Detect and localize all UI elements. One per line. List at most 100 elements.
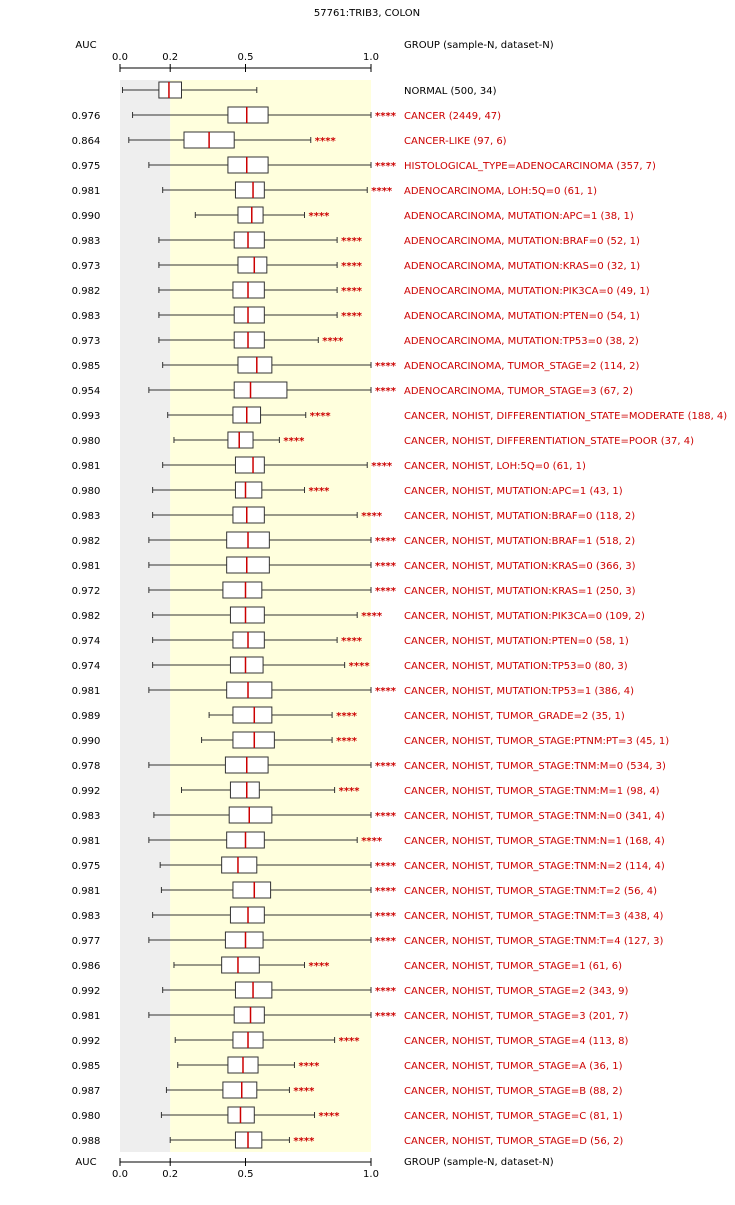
table-row: 0.864 **** CANCER-LIKE (97, 6) [72, 131, 507, 149]
table-row: 0.983 **** ADENOCARCINOMA, MUTATION:BRAF=0… [72, 231, 640, 249]
iqr-box [228, 806, 273, 824]
group-label: CANCER, NOHIST, TUMOR_STAGE=1 (61, 6) [404, 961, 622, 972]
top-axis: 0.0 0.2 0.5 1.0 [112, 52, 379, 72]
significance-stars: **** [341, 636, 363, 647]
auc-value: 0.981 [72, 886, 101, 897]
iqr-box [227, 106, 269, 124]
significance-stars: **** [375, 686, 397, 697]
auc-value: 0.980 [72, 1111, 101, 1122]
significance-stars: **** [322, 336, 344, 347]
auc-value: 0.864 [72, 136, 101, 147]
significance-stars: **** [375, 386, 397, 397]
group-label: ADENOCARCINOMA, MUTATION:BRAF=0 (52, 1) [404, 236, 640, 247]
significance-stars: **** [361, 511, 383, 522]
tick-label: 0.2 [162, 52, 178, 63]
group-label: CANCER, NOHIST, TUMOR_STAGE=C (81, 1) [404, 1111, 623, 1122]
group-label: CANCER, NOHIST, TUMOR_STAGE=D (56, 2) [404, 1136, 623, 1147]
iqr-box [227, 431, 254, 449]
auc-value: 0.992 [72, 1036, 101, 1047]
auc-value: 0.976 [72, 111, 101, 122]
auc-value: 0.972 [72, 586, 101, 597]
background-bands [120, 80, 371, 1152]
group-label: CANCER, NOHIST, MUTATION:TP53=1 (386, 4) [404, 686, 634, 697]
auc-value: 0.992 [72, 986, 101, 997]
group-label: CANCER, NOHIST, TUMOR_STAGE:TNM:T=4 (127… [404, 936, 664, 947]
table-row: 0.983 **** ADENOCARCINOMA, MUTATION:PTEN=0… [72, 306, 640, 324]
iqr-box [232, 881, 272, 899]
table-row: 0.974 **** CANCER, NOHIST, MUTATION:TP53=0… [72, 656, 628, 674]
iqr-box [229, 656, 264, 674]
table-row: 0.993 **** CANCER, NOHIST, DIFFERENTIATION… [72, 406, 727, 424]
significance-stars: **** [341, 286, 363, 297]
table-row: 0.982 **** CANCER, NOHIST, MUTATION:BRAF=1… [72, 531, 635, 549]
auc-value: 0.981 [72, 561, 101, 572]
auc-value: 0.982 [72, 536, 101, 547]
table-row: 0.992 **** CANCER, NOHIST, TUMOR_STAGE=2 (… [72, 981, 628, 999]
significance-stars: **** [293, 1086, 315, 1097]
auc-value: 0.993 [72, 411, 101, 422]
auc-value: 0.992 [72, 786, 101, 797]
group-label: CANCER, NOHIST, MUTATION:BRAF=0 (118, 2) [404, 511, 635, 522]
group-label: ADENOCARCINOMA, MUTATION:PTEN=0 (54, 1) [404, 311, 640, 322]
significance-stars: **** [315, 136, 337, 147]
iqr-box [222, 581, 263, 599]
significance-stars: **** [341, 236, 363, 247]
auc-value: 0.983 [72, 236, 101, 247]
significance-stars: **** [308, 486, 330, 497]
table-row: 0.992 **** CANCER, NOHIST, TUMOR_STAGE:TNM… [72, 781, 660, 799]
significance-stars: **** [375, 161, 397, 172]
table-row: 0.954 **** ADENOCARCINOMA, TUMOR_STAGE=3 (… [72, 381, 633, 399]
table-row: 0.975 **** HISTOLOGICAL_TYPE=ADENOCARCINOM… [72, 156, 656, 174]
table-row: 0.992 **** CANCER, NOHIST, TUMOR_STAGE=4 (… [72, 1031, 628, 1049]
significance-stars: **** [349, 661, 371, 672]
iqr-box [237, 356, 273, 374]
group-label: CANCER, NOHIST, TUMOR_STAGE:TNM:M=1 (98,… [404, 786, 660, 797]
table-row: 0.982 **** ADENOCARCINOMA, MUTATION:PIK3CA… [72, 281, 650, 299]
table-row: 0.981 **** CANCER, NOHIST, MUTATION:TP53=1… [72, 681, 634, 699]
group-label: CANCER, NOHIST, DIFFERENTIATION_STATE=MO… [404, 411, 727, 422]
group-label: CANCER (2449, 47) [404, 111, 501, 122]
tick-label: 0.2 [162, 1169, 178, 1180]
auc-value: 0.988 [72, 1136, 101, 1147]
group-label: HISTOLOGICAL_TYPE=ADENOCARCINOMA (357, 7… [404, 161, 656, 172]
table-row: 0.980 **** CANCER, NOHIST, DIFFERENTIATION… [72, 431, 694, 449]
iqr-box [221, 956, 260, 974]
table-row: 0.989 **** CANCER, NOHIST, TUMOR_GRADE=2 (… [72, 706, 625, 724]
tick-label: 1.0 [363, 1169, 379, 1180]
auc-value: 0.990 [72, 211, 101, 222]
tick-label: 1.0 [363, 52, 379, 63]
table-row: 0.983 **** CANCER, NOHIST, MUTATION:BRAF=0… [72, 506, 635, 524]
auc-value: 0.974 [72, 661, 101, 672]
significance-stars: **** [371, 461, 393, 472]
significance-stars: **** [375, 1011, 397, 1022]
tick-label: 0.0 [112, 1169, 128, 1180]
iqr-box [237, 206, 264, 224]
group-label: CANCER, NOHIST, TUMOR_STAGE=A (36, 1) [404, 1061, 623, 1072]
auc-value: 0.981 [72, 1011, 101, 1022]
table-row: 0.985 **** ADENOCARCINOMA, TUMOR_STAGE=2 (… [72, 356, 640, 374]
chart-title: 57761:TRIB3, COLON [314, 8, 420, 19]
table-row: 0.987 **** CANCER, NOHIST, TUMOR_STAGE=B (… [72, 1081, 623, 1099]
table-row: 0.980 **** CANCER, NOHIST, TUMOR_STAGE=C (… [72, 1106, 623, 1124]
auc-value: 0.973 [72, 261, 101, 272]
iqr-box [234, 456, 265, 474]
table-row: 0.981 **** CANCER, NOHIST, MUTATION:KRAS=0… [72, 556, 636, 574]
table-row: 0.980 **** CANCER, NOHIST, MUTATION:APC=1 … [72, 481, 623, 499]
iqr-box [233, 306, 265, 324]
significance-stars: **** [375, 536, 397, 547]
iqr-box [233, 331, 265, 349]
boxplot-rows: NORMAL (500, 34) 0.976 **** CANCER (2449, 4… [72, 81, 727, 1149]
table-row: 0.986 **** CANCER, NOHIST, TUMOR_STAGE=1 (… [72, 956, 622, 974]
group-label: ADENOCARCINOMA, MUTATION:APC=1 (38, 1) [404, 211, 634, 222]
group-label: ADENOCARCINOMA, TUMOR_STAGE=2 (114, 2) [404, 361, 640, 372]
iqr-box [234, 181, 265, 199]
table-row: 0.990 **** CANCER, NOHIST, TUMOR_STAGE:PTN… [72, 731, 669, 749]
group-label: CANCER, NOHIST, TUMOR_STAGE:PTNM:PT=3 (4… [404, 736, 669, 747]
table-row: 0.972 **** CANCER, NOHIST, MUTATION:KRAS=1… [72, 581, 636, 599]
tick-label: 0.5 [238, 52, 254, 63]
table-row: 0.983 **** CANCER, NOHIST, TUMOR_STAGE:TNM… [72, 806, 665, 824]
group-label: CANCER, NOHIST, TUMOR_GRADE=2 (35, 1) [404, 711, 625, 722]
auc-value: 0.989 [72, 711, 101, 722]
table-row: 0.974 **** CANCER, NOHIST, MUTATION:PTEN=0… [72, 631, 629, 649]
significance-stars: **** [371, 186, 393, 197]
